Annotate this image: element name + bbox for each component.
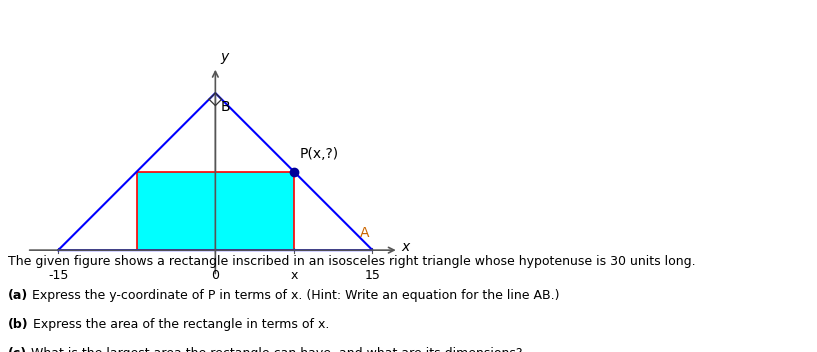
Text: 0: 0	[212, 269, 219, 282]
Text: A: A	[360, 226, 369, 240]
Text: What is the largest area the rectangle can have, and what are its dimensions?: What is the largest area the rectangle c…	[27, 347, 523, 352]
Text: 15: 15	[364, 269, 381, 282]
Text: y: y	[221, 50, 229, 64]
Text: B: B	[221, 100, 230, 114]
Bar	[136, 171, 294, 250]
Text: x: x	[402, 240, 410, 254]
Text: The given figure shows a rectangle inscribed in an isosceles right triangle whos: The given figure shows a rectangle inscr…	[8, 255, 696, 268]
Text: (b): (b)	[8, 318, 29, 331]
Text: (a): (a)	[8, 289, 29, 302]
Text: (c): (c)	[8, 347, 27, 352]
Text: Express the area of the rectangle in terms of x.: Express the area of the rectangle in ter…	[29, 318, 329, 331]
Text: x: x	[290, 269, 297, 282]
Text: -15: -15	[48, 269, 69, 282]
Text: P(x,?): P(x,?)	[299, 147, 338, 161]
Text: Express the y-coordinate of P in terms of x. (Hint: Write an equation for the li: Express the y-coordinate of P in terms o…	[29, 289, 560, 302]
